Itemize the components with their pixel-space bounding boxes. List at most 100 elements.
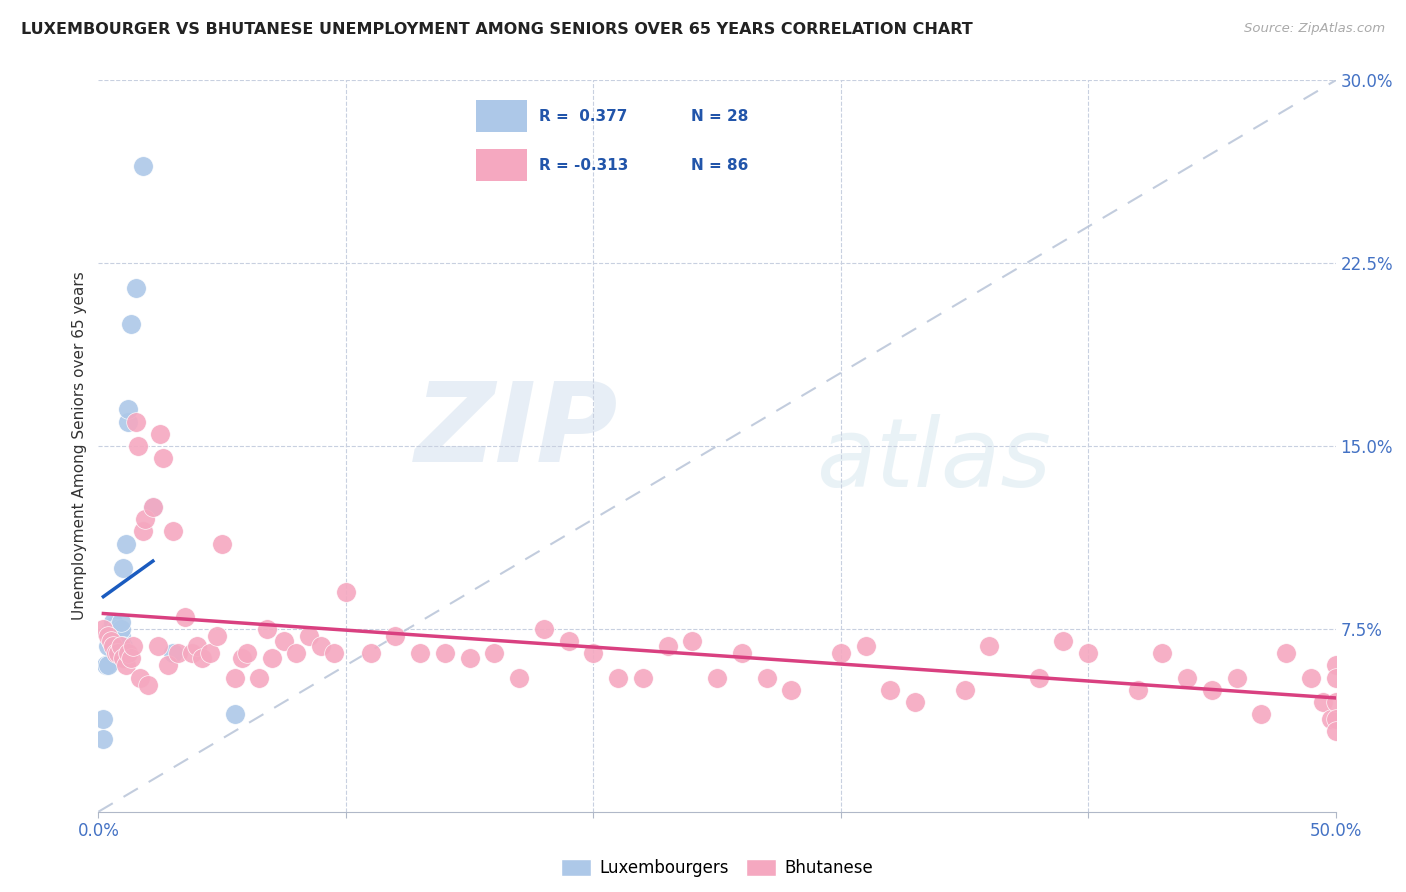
Point (979, 639, 1001, 653)
Point (93, 712, 115, 726)
Text: LUXEMBOURGER VS BHUTANESE UNEMPLOYMENT AMONG SENIORS OVER 65 YEARS CORRELATION C: LUXEMBOURGER VS BHUTANESE UNEMPLOYMENT A… (21, 22, 973, 37)
Point (132, 524, 155, 539)
Point (731, 646, 754, 660)
Point (1299, 671, 1322, 685)
Point (117, 402, 139, 417)
Point (855, 639, 877, 653)
Point (129, 671, 152, 685)
Point (114, 536, 136, 550)
Point (458, 651, 481, 665)
Point (533, 622, 555, 636)
Point (1028, 671, 1050, 685)
Point (100, 634, 122, 648)
Point (1201, 682, 1223, 697)
Point (110, 615, 132, 629)
Point (1152, 646, 1174, 660)
Text: Source: ZipAtlas.com: Source: ZipAtlas.com (1244, 22, 1385, 36)
Point (360, 646, 382, 660)
Point (97, 639, 120, 653)
Point (112, 651, 135, 665)
Point (100, 626, 122, 640)
Point (1077, 646, 1099, 660)
Point (100, 634, 122, 648)
Point (117, 415, 139, 429)
Point (433, 646, 456, 660)
Point (1324, 724, 1347, 739)
Point (104, 629, 127, 643)
Point (1175, 671, 1198, 685)
Point (706, 671, 728, 685)
Point (122, 639, 145, 653)
Point (211, 536, 233, 550)
Point (107, 639, 129, 653)
Point (107, 629, 129, 643)
Point (103, 639, 125, 653)
Point (830, 646, 852, 660)
Point (107, 646, 129, 660)
Point (953, 682, 976, 697)
Point (142, 500, 165, 514)
Point (1324, 695, 1347, 709)
Point (93, 731, 115, 746)
Point (110, 629, 132, 643)
Point (1275, 646, 1298, 660)
Point (97, 629, 120, 643)
Point (103, 619, 125, 633)
Point (127, 439, 149, 453)
Point (112, 639, 135, 653)
Point (1324, 658, 1347, 673)
Point (260, 651, 283, 665)
Point (224, 707, 246, 722)
Point (124, 280, 146, 294)
Point (103, 615, 125, 629)
Point (322, 646, 344, 660)
Point (156, 658, 179, 673)
Point (1324, 671, 1347, 685)
Point (1319, 712, 1341, 726)
Point (162, 524, 184, 539)
Point (136, 678, 159, 692)
Point (236, 646, 259, 660)
Point (132, 159, 155, 173)
Point (114, 658, 136, 673)
Point (146, 639, 169, 653)
Point (1324, 712, 1347, 726)
Point (142, 500, 165, 514)
Point (409, 646, 432, 660)
Point (298, 629, 321, 643)
Point (205, 629, 228, 643)
Point (681, 634, 703, 648)
Point (104, 622, 127, 636)
Text: atlas: atlas (815, 414, 1052, 508)
Point (508, 671, 530, 685)
Point (256, 622, 278, 636)
Point (335, 585, 357, 599)
Point (112, 561, 135, 575)
Point (879, 682, 901, 697)
Text: ZIP: ZIP (415, 378, 619, 485)
Point (1052, 634, 1074, 648)
Point (97, 658, 120, 673)
Point (117, 646, 139, 660)
Point (120, 651, 142, 665)
Y-axis label: Unemployment Among Seniors over 65 years: Unemployment Among Seniors over 65 years (72, 272, 87, 620)
Point (309, 639, 332, 653)
Point (755, 671, 778, 685)
Point (484, 646, 506, 660)
Point (285, 646, 308, 660)
Point (110, 622, 132, 636)
Point (124, 415, 146, 429)
Point (162, 646, 184, 660)
Point (181, 646, 204, 660)
Point (231, 651, 253, 665)
Point (247, 671, 270, 685)
Point (657, 639, 679, 653)
Point (384, 629, 406, 643)
Point (104, 646, 127, 660)
Point (110, 639, 132, 653)
Point (134, 512, 156, 526)
Point (94, 658, 117, 673)
Point (1226, 671, 1249, 685)
Point (904, 695, 927, 709)
Point (174, 609, 197, 624)
